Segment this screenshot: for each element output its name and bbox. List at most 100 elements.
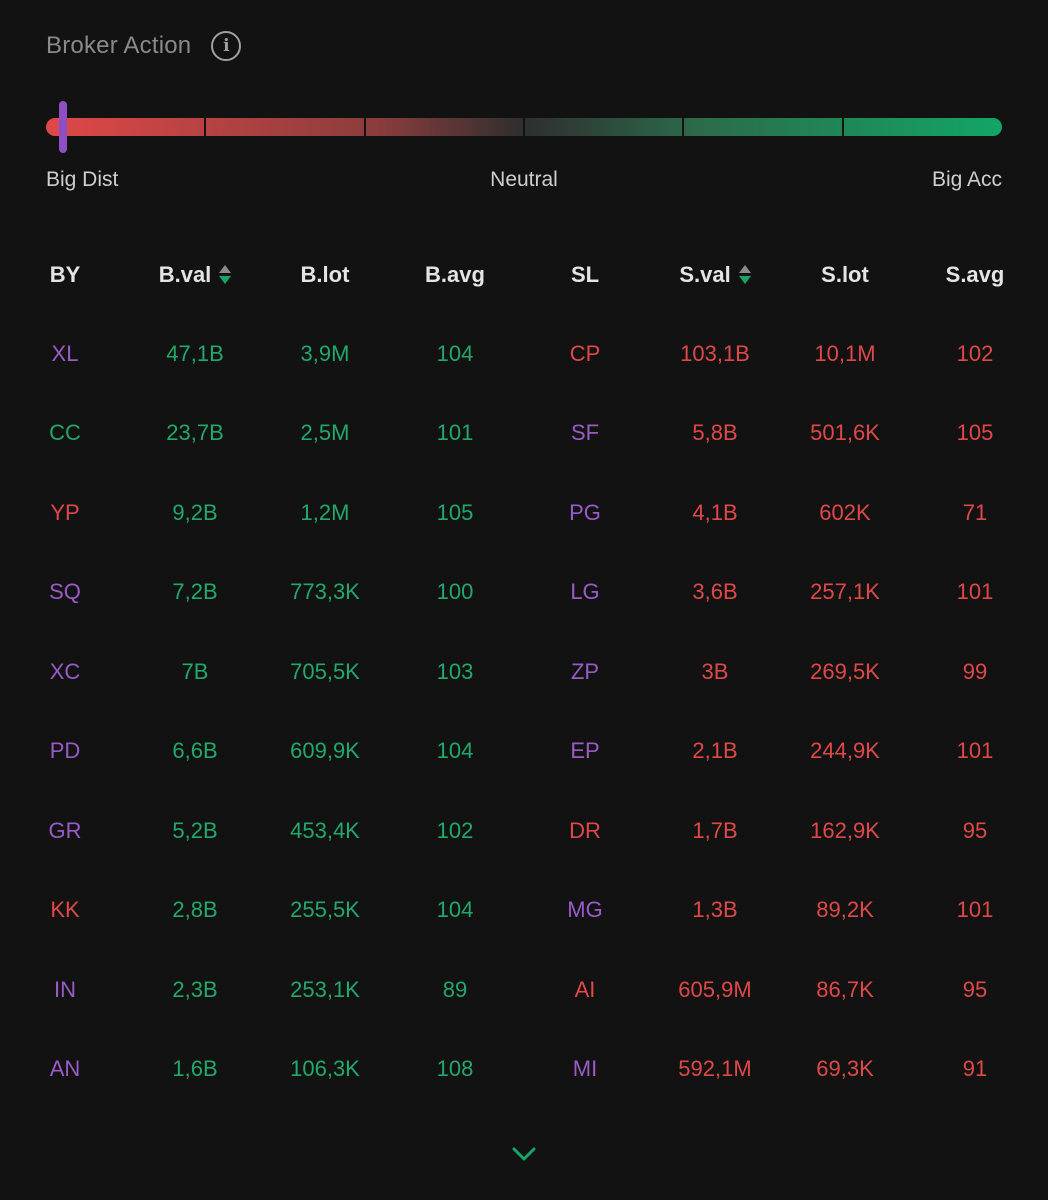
table-row[interactable]: XL 47,1B 3,9M 104 CP 103,1B 10,1M 102 bbox=[0, 314, 1048, 394]
cell-bavg: 101 bbox=[436, 420, 474, 446]
cell-savg: 105 bbox=[956, 420, 994, 446]
header-label: B.lot bbox=[300, 262, 350, 287]
cell-savg: 95 bbox=[962, 976, 988, 1002]
cell-bval: 7,2B bbox=[172, 579, 218, 605]
expand-button[interactable] bbox=[508, 1140, 540, 1168]
broker-code[interactable]: SQ bbox=[49, 579, 81, 605]
broker-code[interactable]: YP bbox=[50, 499, 80, 525]
header-col-sl: SL bbox=[515, 236, 655, 314]
header-label: B.avg bbox=[425, 262, 485, 287]
cell-sval: 592,1M bbox=[678, 1056, 752, 1082]
cell-bval: 2,3B bbox=[172, 976, 218, 1002]
broker-code[interactable]: IN bbox=[54, 976, 76, 1002]
header-col-sval[interactable]: S.val bbox=[645, 236, 785, 314]
cell-blot: 255,5K bbox=[290, 897, 360, 923]
cell-bavg: 108 bbox=[436, 1056, 474, 1082]
cell-savg: 101 bbox=[956, 897, 994, 923]
broker-code[interactable]: MG bbox=[567, 897, 603, 923]
cell-bavg: 100 bbox=[436, 579, 474, 605]
cell-sval: 4,1B bbox=[692, 499, 738, 525]
broker-code[interactable]: AN bbox=[49, 1056, 81, 1082]
header-col-blot: B.lot bbox=[255, 236, 395, 314]
header-col-bval[interactable]: B.val bbox=[125, 236, 265, 314]
broker-code[interactable]: GR bbox=[48, 817, 82, 843]
cell-savg: 95 bbox=[962, 817, 988, 843]
broker-code[interactable]: CP bbox=[569, 340, 601, 366]
cell-sval: 1,3B bbox=[692, 897, 738, 923]
page-title: Broker Action bbox=[46, 32, 192, 59]
cell-blot: 3,9M bbox=[300, 340, 350, 366]
meter-label-big-acc: Big Acc bbox=[931, 168, 1002, 191]
sort-icon[interactable] bbox=[219, 264, 232, 286]
cell-bavg: 89 bbox=[442, 976, 468, 1002]
table-row[interactable]: YP 9,2B 1,2M 105 PG 4,1B 602K 71 bbox=[0, 473, 1048, 553]
broker-code[interactable]: PG bbox=[569, 499, 601, 525]
cell-bval: 7B bbox=[181, 658, 209, 684]
cell-blot: 106,3K bbox=[290, 1056, 360, 1082]
broker-code[interactable]: DR bbox=[569, 817, 601, 843]
cell-blot: 773,3K bbox=[290, 579, 360, 605]
cell-slot: 257,1K bbox=[810, 579, 880, 605]
table-row[interactable]: AN 1,6B 106,3K 108 MI 592,1M 69,3K 91 bbox=[0, 1030, 1048, 1110]
cell-slot: 86,7K bbox=[816, 976, 874, 1002]
table-row[interactable]: CC 23,7B 2,5M 101 SF 5,8B 501,6K 105 bbox=[0, 394, 1048, 474]
cell-bval: 23,7B bbox=[166, 420, 224, 446]
header-col-by: BY bbox=[0, 236, 135, 314]
broker-code[interactable]: ZP bbox=[570, 658, 600, 684]
header: Broker Action i bbox=[46, 26, 242, 66]
meter-segment-divider bbox=[204, 118, 207, 136]
cell-sval: 103,1B bbox=[680, 340, 750, 366]
cell-slot: 69,3K bbox=[816, 1056, 874, 1082]
table-row[interactable]: KK 2,8B 255,5K 104 MG 1,3B 89,2K 101 bbox=[0, 871, 1048, 951]
broker-code[interactable]: XC bbox=[49, 658, 81, 684]
cell-bavg: 104 bbox=[436, 738, 474, 764]
table-row[interactable]: SQ 7,2B 773,3K 100 LG 3,6B 257,1K 101 bbox=[0, 553, 1048, 633]
meter-marker bbox=[59, 101, 68, 153]
cell-blot: 253,1K bbox=[290, 976, 360, 1002]
table-row[interactable]: PD 6,6B 609,9K 104 EP 2,1B 244,9K 101 bbox=[0, 712, 1048, 792]
broker-code[interactable]: XL bbox=[51, 340, 79, 366]
chevron-down-icon bbox=[512, 1147, 536, 1161]
cell-savg: 101 bbox=[956, 579, 994, 605]
cell-blot: 1,2M bbox=[300, 499, 350, 525]
sort-icon[interactable] bbox=[738, 264, 751, 286]
cell-savg: 91 bbox=[962, 1056, 988, 1082]
broker-code[interactable]: SF bbox=[570, 420, 600, 446]
cell-bavg: 104 bbox=[436, 897, 474, 923]
cell-savg: 99 bbox=[962, 658, 988, 684]
broker-action-meter bbox=[46, 101, 1002, 153]
table-row[interactable]: XC 7B 705,5K 103 ZP 3B 269,5K 99 bbox=[0, 632, 1048, 712]
header-label: S.lot bbox=[821, 262, 869, 287]
cell-slot: 10,1M bbox=[814, 340, 876, 366]
cell-blot: 705,5K bbox=[290, 658, 360, 684]
header-label: BY bbox=[49, 262, 81, 287]
broker-code[interactable]: LG bbox=[570, 579, 600, 605]
table-row[interactable]: IN 2,3B 253,1K 89 AI 605,9M 86,7K 95 bbox=[0, 950, 1048, 1030]
info-icon[interactable]: i bbox=[211, 31, 242, 61]
broker-code[interactable]: KK bbox=[50, 897, 80, 923]
table-row[interactable]: GR 5,2B 453,4K 102 DR 1,7B 162,9K 95 bbox=[0, 791, 1048, 871]
header-col-savg: S.avg bbox=[905, 236, 1045, 314]
cell-sval: 605,9M bbox=[678, 976, 752, 1002]
meter-segment-divider bbox=[682, 118, 685, 136]
meter-labels: Big Dist Neutral Big Acc bbox=[46, 168, 1002, 198]
header-label: SL bbox=[570, 262, 600, 287]
cell-bval: 1,6B bbox=[172, 1056, 218, 1082]
header-label: S.avg bbox=[945, 262, 1005, 287]
cell-bval: 2,8B bbox=[172, 897, 218, 923]
meter-label-neutral: Neutral bbox=[490, 168, 558, 191]
cell-slot: 244,9K bbox=[810, 738, 880, 764]
meter-segment-divider bbox=[841, 118, 844, 136]
broker-code[interactable]: CC bbox=[49, 420, 81, 446]
cell-slot: 162,9K bbox=[810, 817, 880, 843]
broker-code[interactable]: MI bbox=[572, 1056, 598, 1082]
cell-slot: 501,6K bbox=[810, 420, 880, 446]
broker-code[interactable]: EP bbox=[570, 738, 600, 764]
cell-blot: 453,4K bbox=[290, 817, 360, 843]
cell-bval: 9,2B bbox=[172, 499, 218, 525]
broker-code[interactable]: PD bbox=[49, 738, 81, 764]
broker-code[interactable]: AI bbox=[574, 976, 596, 1002]
cell-blot: 609,9K bbox=[290, 738, 360, 764]
broker-table: BY B.val B.lot B.avg SL S.val S.lot S.avg XL 47,… bbox=[0, 236, 1048, 1109]
table-header-row: BY B.val B.lot B.avg SL S.val S.lot S.avg bbox=[0, 236, 1048, 314]
